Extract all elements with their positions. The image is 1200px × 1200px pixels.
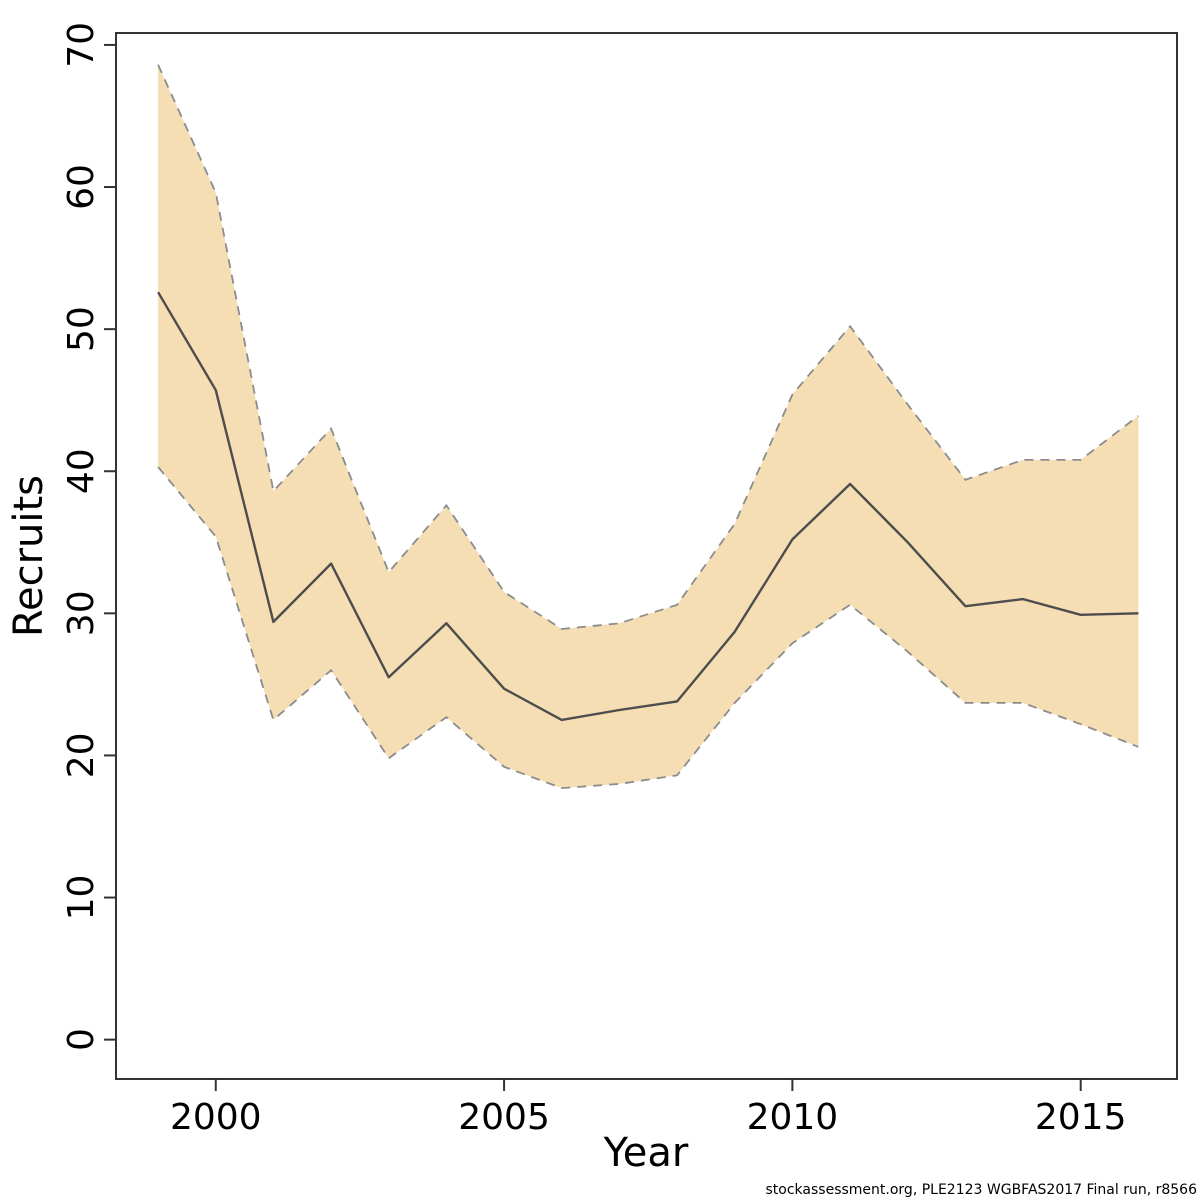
- upper_confidence_bound-line: [157, 64, 1139, 630]
- footer-attribution: stockassessment.org, PLE2123 WGBFAS2017 …: [766, 1182, 1198, 1198]
- y-tick-label: 0: [61, 1028, 102, 1051]
- confidence-band-group: [158, 64, 1139, 789]
- series-line-group: [157, 64, 1139, 790]
- median-line: [157, 291, 1139, 722]
- y-tick-label: 50: [61, 306, 102, 352]
- lower_confidence_bound-line: [157, 466, 1139, 790]
- y-tick-label: 20: [61, 732, 102, 778]
- y-tick-label: 60: [61, 164, 102, 210]
- x-axis-title: Year: [603, 1130, 689, 1176]
- x-tick-label: 2000: [170, 1097, 262, 1138]
- y-axis-title: Recruits: [6, 475, 52, 637]
- x-tick-label: 2015: [1035, 1097, 1127, 1138]
- y-tick-label: 70: [61, 22, 102, 68]
- plot-box: [115, 32, 1178, 1080]
- confidence-band: [158, 64, 1139, 789]
- x-tick-label: 2005: [458, 1097, 550, 1138]
- y-tick-label: 30: [61, 590, 102, 636]
- y-tick-label: 40: [61, 448, 102, 494]
- x-tick-label: 2010: [747, 1097, 839, 1138]
- axes-group: 2000 2005 2010 2015 0 10 20 30 40 50 60 70: [61, 22, 1178, 1138]
- y-tick-label: 10: [61, 875, 102, 921]
